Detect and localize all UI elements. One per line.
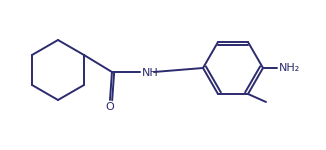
Text: NH₂: NH₂: [278, 63, 300, 73]
Text: NH: NH: [141, 68, 158, 78]
Text: O: O: [106, 102, 114, 112]
